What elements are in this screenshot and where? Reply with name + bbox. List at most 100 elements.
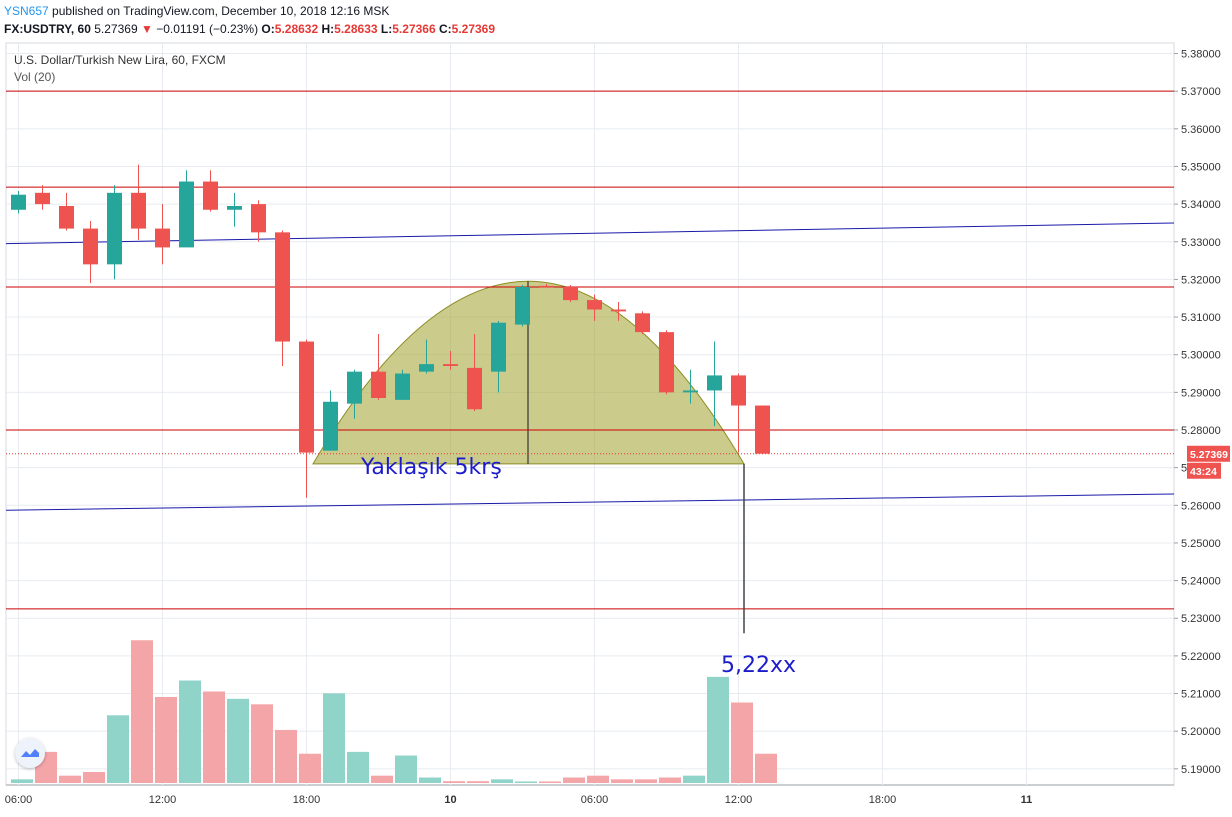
candle-body [179,181,194,248]
volume-bar [683,775,705,783]
candle-body [515,286,530,325]
volume-legend[interactable]: Vol (20) [14,70,56,84]
volume-bar [731,702,753,783]
volume-bar [539,781,561,783]
candle-body [467,367,482,410]
candle-body [299,341,314,453]
time-tick-label: 12:00 [149,794,177,806]
series-legend[interactable]: U.S. Dollar/Turkish New Lira, 60, FXCM [14,53,226,67]
candle-body [347,371,362,404]
volume-bar [587,775,609,783]
down-arrow-icon: ▼ [140,22,153,36]
open-value: 5.28632 [274,22,319,36]
candle-body [587,300,602,310]
candle-body [203,181,218,210]
price-tick-label: 5.32000 [1181,274,1221,286]
volume-bar [11,779,33,783]
trend-line [5,222,1175,245]
published-text: published on TradingView.com, December 1… [52,4,390,18]
price-tick-label: 5.28000 [1181,425,1221,437]
time-tick-label: 06:00 [581,794,609,806]
price-tick-label: 5.30000 [1181,350,1221,362]
volume-bar [755,753,777,783]
publish-info: YSN657 published on TradingView.com, Dec… [4,4,389,18]
price-tick-label: 5.23000 [1181,613,1221,625]
time-tick-label: 06:00 [5,794,33,806]
volume-bar [371,775,393,783]
candle-body [395,373,410,400]
price-tick-label: 5.29000 [1181,387,1221,399]
candle-body [107,192,122,265]
last-price-badge-label: 5.27369 [1190,449,1228,461]
candle-body [251,204,266,233]
volume-bar [515,781,537,783]
time-tick-label: 10 [444,794,456,806]
volume-bar [323,693,345,783]
volume-bar [179,680,201,783]
candle-body [611,309,626,312]
time-tick-label: 18:00 [293,794,321,806]
candle-body [83,228,98,265]
tradingview-logo-icon[interactable] [15,738,45,768]
price-tick-label: 5.25000 [1181,538,1221,550]
candle-body [275,232,290,342]
price-tick-label: 5.22000 [1181,651,1221,663]
price-tick-label: 5.24000 [1181,576,1221,588]
candle-body [59,206,74,229]
last-price-badge [1187,445,1230,462]
volume-bar [203,691,225,783]
candle-body [155,228,170,248]
volume-bar [419,777,441,783]
time-tick-label: 11 [1021,794,1033,806]
low-value: 5.27366 [392,22,436,36]
candle-body [635,313,650,333]
countdown-badge [1187,462,1221,479]
symbol-label: FX:USDTRY, 60 [4,22,91,36]
candle-body [131,192,146,229]
price-tick-label: 5.19000 [1181,764,1221,776]
high-value: 5.28633 [334,22,378,36]
volume-bar [275,729,297,783]
candle-body [371,371,386,398]
target-annotation-label: 5,22xx [721,653,796,678]
volume-bar [131,640,153,783]
volume-bar [107,715,129,783]
volume-bar [467,781,489,783]
price-tick-label: 5.34000 [1181,199,1221,211]
close-label: C: [438,22,452,36]
candle-body [491,322,506,372]
candle-body [731,375,746,406]
candle-body [11,194,26,210]
price-tick-label: 5.38000 [1181,49,1221,61]
candle-body [683,390,698,393]
ohlc-bar: FX:USDTRY, 60 5.27369 ▼ −0.01191 (−0.23%… [4,22,495,36]
volume-bar [491,779,513,783]
price-tick-label: 5.36000 [1181,124,1221,136]
candle-body [659,332,674,393]
volume-bar [443,781,465,783]
price-tick-label: 5.35000 [1181,161,1221,173]
volume-bar [563,777,585,783]
dome-annotation-label: Yaklaşık 5krş [360,455,502,480]
time-tick-label: 18:00 [869,794,897,806]
candle-body [539,285,554,288]
volume-bar [59,775,81,783]
volume-bar [659,777,681,783]
volume-bar [299,753,321,783]
open-label: O: [261,22,275,36]
price-tick-label: 5.26000 [1181,500,1221,512]
volume-bar [395,755,417,783]
candle-body [563,286,578,301]
volume-bar [227,698,249,783]
candle-body [35,192,50,205]
last-price: 5.27369 [94,22,138,36]
trend-line [5,493,1175,511]
close-value: 5.27369 [451,22,496,36]
time-tick-label: 12:00 [725,794,753,806]
price-tick-label: 5.31000 [1181,312,1221,324]
author-link[interactable]: YSN657 [4,4,49,18]
volume-bar [251,704,273,783]
high-label: H: [321,22,335,36]
price-tick-label: 5.33000 [1181,237,1221,249]
